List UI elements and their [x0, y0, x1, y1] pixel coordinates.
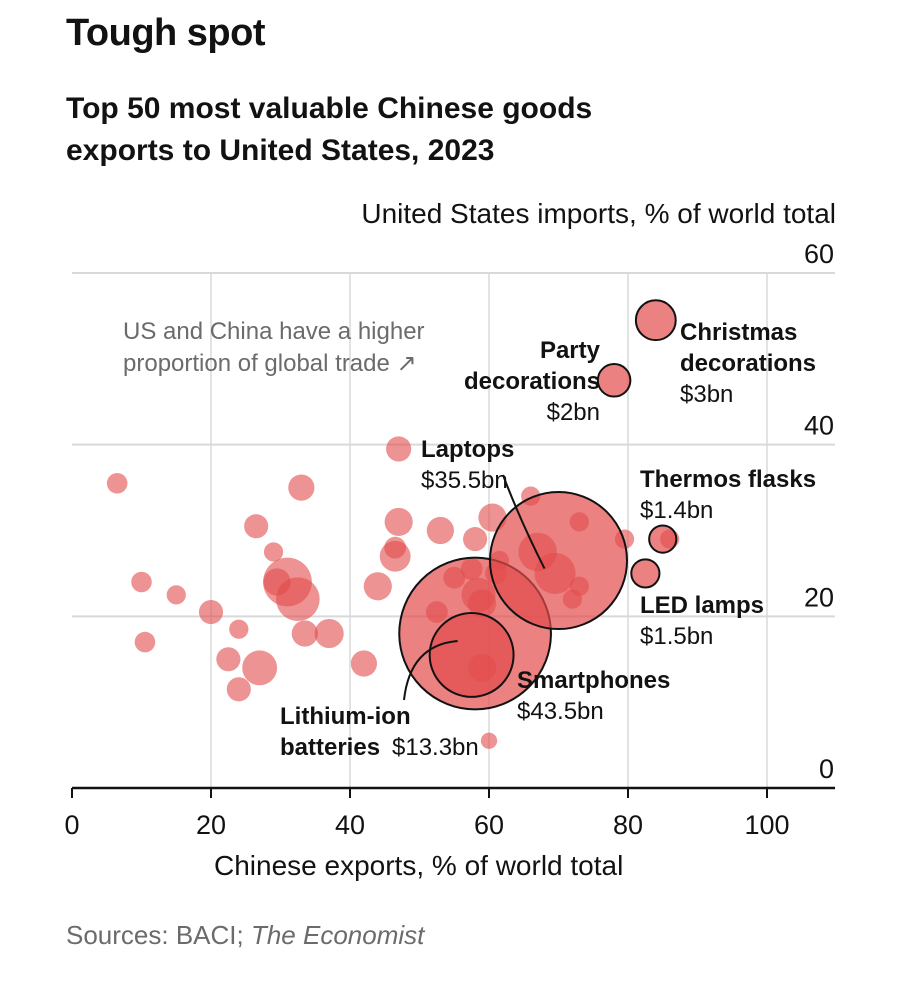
- annotation-line: Smartphones: [517, 667, 670, 694]
- bubble-point-14: [288, 474, 315, 501]
- bubble-point-17: [350, 650, 378, 677]
- note-line: proportion of global trade ↗: [123, 350, 417, 377]
- bubble-point-6: [226, 677, 251, 702]
- annotation-labels: Laptops $35.5bn Smartphones $43.5bn Lithium-…: [280, 319, 816, 761]
- annotation-value: $43.5bn: [517, 698, 604, 725]
- source-prefix: Sources: BACI;: [66, 920, 251, 950]
- bubble-point-15: [291, 620, 318, 647]
- annotation-value: $3bn: [680, 381, 733, 408]
- annotation-line: Thermos flasks: [640, 466, 816, 493]
- y-axis-label: United States imports, % of world total: [361, 198, 836, 229]
- bubble-point-2: [134, 631, 156, 653]
- bubble-point-21: [384, 536, 407, 559]
- chart-title: Tough spot: [66, 12, 266, 54]
- x-tick-label-20: 20: [196, 810, 226, 840]
- bubble-lithium-ion-batteries: [428, 612, 515, 698]
- x-tick-label-60: 60: [474, 810, 504, 840]
- annotation-thermos: Thermos flasks $1.4bn: [640, 466, 816, 524]
- annotation-value: $1.5bn: [640, 623, 713, 650]
- bubble-point-32: [480, 732, 498, 749]
- annotation-line: Party: [540, 337, 601, 364]
- bubble-point-13: [276, 577, 320, 621]
- bubble-point-4: [198, 599, 224, 625]
- bubble-point-20: [384, 507, 413, 537]
- annotation-value: $2bn: [547, 399, 600, 426]
- annotation-line: decorations: [464, 368, 600, 395]
- bubble-point-16: [314, 618, 344, 649]
- annotation-lithium-ion: Lithium-ion batteries $13.3bn: [280, 703, 479, 761]
- bubble-point-8: [244, 514, 269, 539]
- x-tick-label-100: 100: [744, 810, 789, 840]
- bubble-point-18: [363, 572, 392, 601]
- x-tick-label-80: 80: [613, 810, 643, 840]
- annotation-value: $1.4bn: [640, 497, 713, 524]
- bubble-point-23: [426, 516, 454, 545]
- bubble-thermos-flasks: [648, 524, 678, 554]
- annotation-smartphones: Smartphones $43.5bn: [517, 667, 670, 725]
- annotation-value: $35.5bn: [421, 467, 508, 494]
- bubble-point-0: [106, 473, 128, 494]
- annotation-line: Laptops: [421, 436, 514, 463]
- note-line: US and China have a higher: [123, 318, 425, 345]
- bubble-party-decorations: [596, 363, 632, 398]
- annotation-christmas: Christmas decorations $3bn: [680, 319, 816, 408]
- y-tick-label-40: 40: [804, 411, 834, 441]
- y-tick-label-0: 0: [819, 754, 834, 784]
- bubble-point-9: [242, 650, 278, 686]
- y-tick-label-60: 60: [804, 239, 834, 269]
- axis-ticks: 0 20 40 60 80 100 0 20 40 60: [64, 239, 834, 840]
- y-tick-label-20: 20: [804, 582, 834, 612]
- x-tick-label-0: 0: [64, 810, 79, 840]
- chart-subtitle: Top 50 most valuable Chinese goods expor…: [66, 92, 593, 167]
- annotation-led: LED lamps $1.5bn: [640, 592, 764, 650]
- bubble-point-10: [263, 542, 284, 562]
- annotation-line: Lithium-ion: [280, 703, 411, 730]
- source-note: Sources: BACI; The Economist: [66, 920, 424, 951]
- bubble-point-7: [229, 619, 249, 639]
- leader-laptops: [502, 474, 546, 569]
- annotation-line: LED lamps: [640, 592, 764, 619]
- bubble-point-49: [386, 436, 412, 462]
- quadrant-note: US and China have a higher proportion of …: [123, 318, 425, 377]
- annotation-laptops: Laptops $35.5bn: [421, 436, 514, 494]
- source-publication: The Economist: [250, 920, 425, 950]
- annotation-party: Party decorations $2bn: [464, 337, 601, 426]
- annotation-line: batteries: [280, 734, 380, 761]
- x-axis-label: Chinese exports, % of world total: [214, 850, 624, 881]
- annotation-line: Christmas: [680, 319, 797, 346]
- bubble-christmas-decorations: [634, 299, 677, 342]
- bubble-point-26: [463, 527, 488, 552]
- bubble-point-3: [166, 585, 186, 605]
- bubble-point-1: [131, 571, 152, 593]
- annotation-value: $13.3bn: [392, 734, 479, 761]
- bubble-laptops: [488, 491, 629, 631]
- x-tick-label-40: 40: [335, 810, 365, 840]
- bubble-point-5: [216, 647, 241, 672]
- leader-batteries: [403, 639, 458, 701]
- leader-lines: [403, 474, 546, 701]
- annotation-line: decorations: [680, 350, 816, 377]
- bubble-led-lamps: [630, 558, 661, 589]
